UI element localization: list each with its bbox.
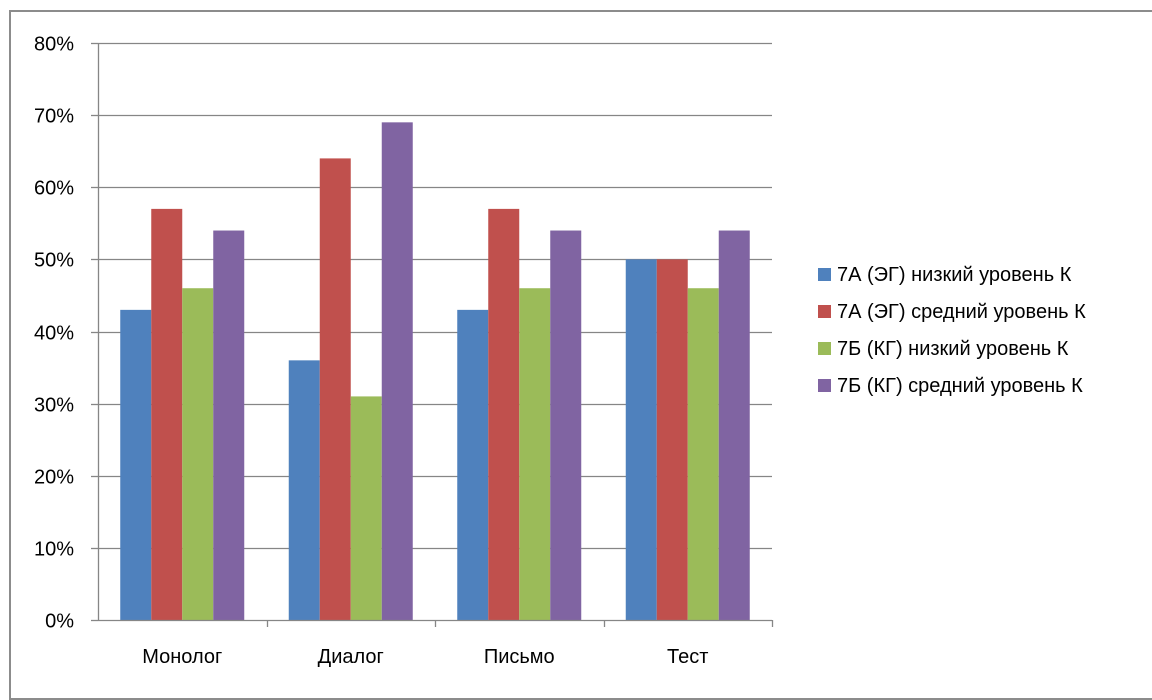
bar bbox=[457, 309, 489, 620]
x-category-label: Монолог bbox=[142, 646, 222, 668]
legend-item[interactable]: 7А (ЭГ) средний уровень К bbox=[818, 301, 1086, 323]
y-tick-label: 80% bbox=[34, 34, 74, 56]
bar bbox=[488, 208, 520, 620]
y-tick-label: 70% bbox=[34, 106, 74, 128]
bar bbox=[519, 288, 551, 620]
legend-label: 7А (ЭГ) низкий уровень К bbox=[837, 264, 1072, 286]
bar bbox=[656, 259, 688, 620]
y-tick-label: 60% bbox=[34, 178, 74, 200]
bar bbox=[687, 288, 719, 620]
y-tick-label: 50% bbox=[34, 250, 74, 272]
y-tick-label: 0% bbox=[45, 611, 74, 633]
bar bbox=[350, 396, 382, 620]
legend-item[interactable]: 7Б (КГ) средний уровень К bbox=[818, 375, 1083, 397]
bar bbox=[550, 230, 582, 620]
bar bbox=[182, 288, 214, 620]
bar bbox=[120, 309, 152, 620]
x-category-label: Тест bbox=[667, 646, 708, 668]
bar bbox=[319, 158, 351, 620]
y-tick-label: 30% bbox=[34, 395, 74, 417]
bars bbox=[120, 122, 750, 621]
bar bbox=[625, 259, 657, 620]
legend-swatch bbox=[818, 379, 831, 392]
bar bbox=[718, 230, 750, 620]
axes bbox=[91, 42, 774, 627]
legend-label: 7А (ЭГ) средний уровень К bbox=[837, 301, 1086, 323]
axis-labels: 0% 10% 20% 30% 40% 50% 60% 70% 80% Монолог Диалог П… bbox=[34, 34, 708, 669]
legend-item[interactable]: 7А (ЭГ) низкий уровень К bbox=[818, 264, 1072, 286]
legend-swatch bbox=[818, 268, 831, 281]
legend[interactable]: 7А (ЭГ) низкий уровень К 7А (ЭГ) средний … bbox=[818, 264, 1086, 397]
legend-swatch bbox=[818, 305, 831, 318]
bar bbox=[213, 230, 245, 620]
bar bbox=[288, 360, 320, 620]
bar-chart: 0% 10% 20% 30% 40% 50% 60% 70% 80% Монолог Диалог П… bbox=[34, 34, 1086, 669]
x-category-label: Письмо bbox=[484, 646, 555, 668]
legend-label: 7Б (КГ) низкий уровень К bbox=[837, 338, 1069, 360]
legend-item[interactable]: 7Б (КГ) низкий уровень К bbox=[818, 338, 1069, 360]
y-tick-label: 40% bbox=[34, 323, 74, 345]
legend-swatch bbox=[818, 342, 831, 355]
x-category-label: Диалог bbox=[318, 646, 384, 668]
y-tick-label: 20% bbox=[34, 467, 74, 489]
legend-label: 7Б (КГ) средний уровень К bbox=[837, 375, 1083, 397]
bar bbox=[381, 122, 413, 621]
bar bbox=[151, 208, 183, 620]
y-tick-label: 10% bbox=[34, 539, 74, 561]
